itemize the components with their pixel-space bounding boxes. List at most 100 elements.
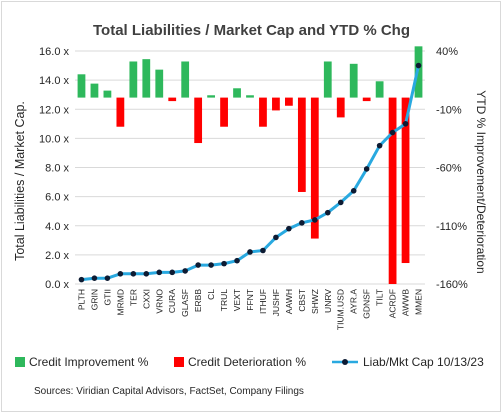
liab-mkt-cap-point xyxy=(208,262,214,268)
deterioration-bar xyxy=(310,97,319,239)
category-label: VEXT xyxy=(232,289,242,311)
deterioration-bar xyxy=(194,97,203,144)
category-label: CURA xyxy=(167,289,177,313)
left-tick-label: 14.0 x xyxy=(39,75,69,87)
right-tick-label: -10% xyxy=(436,104,462,116)
liab-mkt-cap-point xyxy=(247,249,253,255)
deterioration-bar xyxy=(220,97,228,127)
right-tick-label: -160% xyxy=(436,279,468,291)
left-tick-label: 16.0 x xyxy=(39,46,69,58)
deterioration-bar xyxy=(259,97,267,127)
legend-item-line: Liab/Mkt Cap 10/13/23 xyxy=(331,355,484,369)
category-label: VRNO xyxy=(154,289,164,314)
right-tick-label: -60% xyxy=(436,163,462,175)
deterioration-bar xyxy=(336,97,345,118)
improvement-bar xyxy=(103,90,112,98)
improvement-bar xyxy=(246,95,254,98)
liab-mkt-cap-point xyxy=(350,188,357,194)
deterioration-bar xyxy=(116,97,125,127)
liab-mkt-cap-point xyxy=(143,271,150,277)
deterioration-bar xyxy=(297,97,306,192)
liab-mkt-cap-point xyxy=(182,268,188,274)
liab-mkt-cap-point xyxy=(169,269,176,276)
liab-mkt-cap-point xyxy=(337,199,344,206)
category-label: TRUL xyxy=(219,289,229,311)
liab-mkt-cap-point xyxy=(273,234,279,241)
left-tick-label: 6.0 x xyxy=(45,192,69,204)
deterioration-bar xyxy=(168,97,177,102)
liab-mkt-cap-point xyxy=(299,220,305,226)
category-label: FFNT xyxy=(245,289,255,311)
liab-mkt-cap-point xyxy=(286,225,292,232)
liab-mkt-cap-point xyxy=(402,121,409,127)
category-label: AAWH xyxy=(284,289,294,314)
category-label: ERBB xyxy=(193,289,203,312)
liab-mkt-cap-point xyxy=(389,129,396,136)
left-tick-label: 8.0 x xyxy=(45,163,69,175)
category-label: ITHUF xyxy=(258,289,268,314)
category-label: CXXI xyxy=(141,289,151,309)
improvement-bar xyxy=(181,61,190,98)
category-label: GDNSF xyxy=(362,289,372,319)
left-tick-label: 12.0 x xyxy=(39,104,69,116)
source-note: Sources: Viridian Capital Advisors, Fact… xyxy=(34,386,304,397)
liab-mkt-cap-point xyxy=(363,166,370,172)
liab-mkt-cap-point xyxy=(376,142,383,149)
liab-mkt-cap-point xyxy=(104,275,111,281)
liab-mkt-cap-point xyxy=(234,257,240,264)
category-label: AYR.A xyxy=(349,289,359,314)
category-label: GLASF xyxy=(180,289,190,317)
deterioration-bar xyxy=(388,97,397,284)
liab-mkt-cap-point xyxy=(117,271,124,277)
chart-title: Total Liabilities / Market Cap and YTD %… xyxy=(93,22,410,39)
legend-swatch-improvement xyxy=(15,357,25,367)
liab-mkt-cap-point xyxy=(195,262,201,268)
deterioration-bar xyxy=(362,97,371,102)
legend-label-deterioration: Credit Deterioration % xyxy=(188,355,307,369)
deterioration-bar xyxy=(272,97,280,111)
category-label: TER xyxy=(128,289,138,306)
deterioration-bar xyxy=(285,97,293,106)
left-tick-label: 10.0 x xyxy=(39,133,69,145)
legend-label-improvement: Credit Improvement % xyxy=(29,355,149,369)
improvement-bar xyxy=(349,63,358,98)
right-tick-label: -110% xyxy=(436,221,467,233)
category-label: TILT xyxy=(375,289,385,306)
liab-mkt-cap-point xyxy=(415,62,422,69)
category-label: TIUM.USD xyxy=(336,289,346,330)
legend-label-line: Liab/Mkt Cap 10/13/23 xyxy=(363,355,484,369)
category-label: MMEN xyxy=(414,289,424,315)
category-label: GRIN xyxy=(89,289,99,310)
category-label: UNRV xyxy=(323,289,333,313)
category-label: PLTH xyxy=(76,289,86,310)
improvement-bar xyxy=(77,74,86,98)
category-label: CBST xyxy=(297,289,307,312)
legend-swatch-deterioration xyxy=(174,357,184,367)
liab-mkt-cap-point xyxy=(91,275,98,281)
category-label: GTII xyxy=(102,289,112,306)
category-label: JUSHF xyxy=(271,289,281,316)
improvement-bar xyxy=(233,88,241,98)
improvement-bar xyxy=(375,81,384,98)
legend-swatch-line xyxy=(332,359,358,365)
improvement-bar xyxy=(155,69,164,98)
left-tick-label: 4.0 x xyxy=(45,221,69,233)
left-tick-label: 2.0 x xyxy=(45,250,69,262)
liab-mkt-cap-point xyxy=(260,247,266,254)
liab-mkt-cap-point xyxy=(156,269,163,276)
liab-mkt-cap-point xyxy=(78,276,85,283)
category-label: CL xyxy=(206,289,216,300)
liab-mkt-cap-point xyxy=(312,217,318,223)
right-tick-label: 40% xyxy=(436,46,458,58)
improvement-bar xyxy=(129,61,138,98)
category-label: SHWZ xyxy=(310,289,320,314)
improvement-bar xyxy=(142,59,151,98)
improvement-bar xyxy=(90,83,99,98)
liab-mkt-cap-point xyxy=(324,209,331,216)
improvement-bar xyxy=(207,95,215,98)
category-label: AWWB xyxy=(401,289,411,316)
legend-item-improvement: Credit Improvement % xyxy=(15,355,148,369)
category-label: MRMD xyxy=(115,289,125,315)
deterioration-bar xyxy=(401,97,410,264)
